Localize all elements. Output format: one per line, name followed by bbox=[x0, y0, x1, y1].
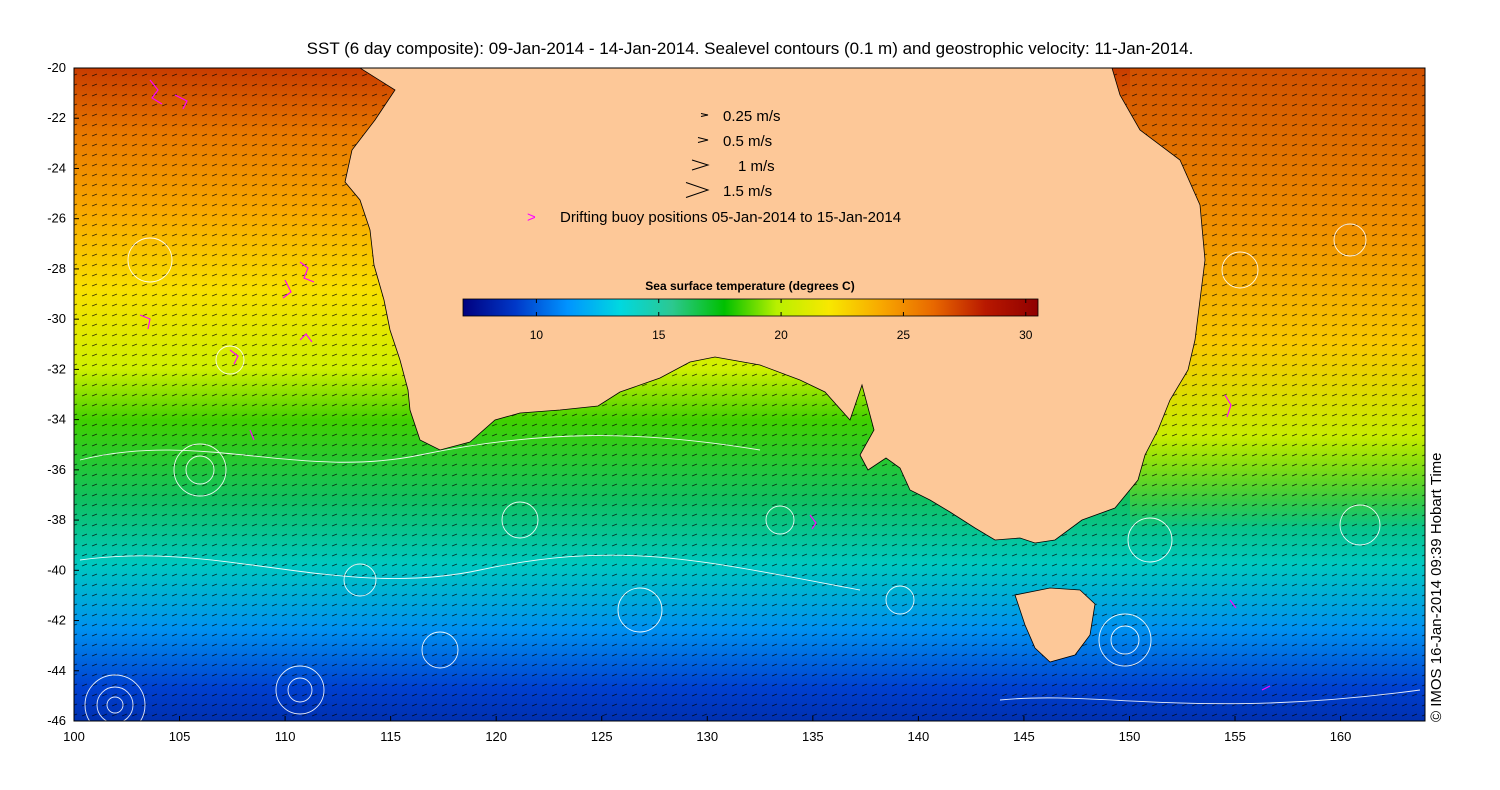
buoy-legend-marker: > bbox=[527, 209, 536, 226]
figure-title: SST (6 day composite): 09-Jan-2014 - 14-… bbox=[307, 39, 1194, 58]
x-axis: 100 105 110 115 120 125 130 135 140 145 150 155 160 bbox=[63, 716, 1351, 744]
y-tick-label: -32 bbox=[47, 361, 66, 376]
x-tick-label: 155 bbox=[1224, 729, 1246, 744]
x-tick-label: 120 bbox=[485, 729, 507, 744]
y-tick-label: -36 bbox=[47, 462, 66, 477]
x-tick-label: 100 bbox=[63, 729, 85, 744]
y-tick-label: -42 bbox=[47, 613, 66, 628]
y-tick-label: -30 bbox=[47, 311, 66, 326]
speed-legend-arrow bbox=[685, 182, 710, 198]
colorbar-ramp bbox=[462, 298, 1039, 317]
y-tick-label: -24 bbox=[47, 160, 66, 175]
x-tick-label: 105 bbox=[169, 729, 191, 744]
y-tick-label: -38 bbox=[47, 512, 66, 527]
speed-legend-label: 1 m/s bbox=[738, 158, 775, 175]
y-tick-label: -22 bbox=[47, 110, 66, 125]
y-tick-label: -34 bbox=[47, 412, 66, 427]
velocity-legend: 0.25 m/s 0.5 m/s 1 m/s 1.5 m/s > Drifting b… bbox=[527, 108, 901, 226]
speed-legend-arrow bbox=[697, 137, 709, 143]
y-tick-label: -20 bbox=[47, 60, 66, 75]
speed-legend-arrow bbox=[700, 113, 709, 117]
sealevel-contours bbox=[79, 223, 1421, 721]
colorbar-tick-label: 20 bbox=[774, 328, 788, 342]
drifting-buoy-tracks bbox=[139, 79, 1271, 691]
x-tick-label: 110 bbox=[275, 729, 296, 744]
speed-legend-arrow bbox=[691, 159, 710, 171]
sst-colorbar: Sea surface temperature (degrees C) 10 15… bbox=[462, 279, 1039, 342]
speed-legend-label: 0.25 m/s bbox=[723, 108, 781, 125]
y-tick-label: -44 bbox=[47, 663, 66, 678]
x-tick-label: 130 bbox=[696, 729, 718, 744]
x-tick-label: 160 bbox=[1330, 729, 1352, 744]
y-tick-label: -46 bbox=[47, 713, 66, 728]
buoy-legend-label: Drifting buoy positions 05-Jan-2014 to 1… bbox=[560, 209, 901, 226]
x-tick-label: 145 bbox=[1013, 729, 1035, 744]
y-tick-label: -26 bbox=[47, 211, 66, 226]
colorbar-tick-label: 15 bbox=[652, 328, 666, 342]
x-tick-label: 125 bbox=[591, 729, 613, 744]
colorbar-tick-label: 25 bbox=[897, 328, 911, 342]
y-axis: -20 -22 -24 -26 -28 -30 -32 -34 -36 -38 -40 -42 -44 -… bbox=[47, 60, 79, 728]
x-tick-label: 115 bbox=[380, 729, 401, 744]
y-tick-label: -40 bbox=[47, 562, 66, 577]
y-tick-label: -28 bbox=[47, 261, 66, 276]
tasmania-landmass bbox=[1014, 587, 1096, 663]
colorbar-tick-label: 10 bbox=[530, 328, 544, 342]
speed-legend-label: 0.5 m/s bbox=[723, 133, 772, 150]
x-tick-label: 135 bbox=[802, 729, 824, 744]
x-tick-label: 150 bbox=[1119, 729, 1141, 744]
x-tick-label: 140 bbox=[908, 729, 930, 744]
speed-legend-label: 1.5 m/s bbox=[723, 183, 772, 200]
colorbar-title: Sea surface temperature (degrees C) bbox=[645, 279, 854, 293]
imos-credit: © IMOS 16-Jan-2014 09:39 Hobart Time bbox=[1428, 452, 1445, 722]
colorbar-tick-label: 30 bbox=[1019, 328, 1033, 342]
plot-frame bbox=[73, 67, 1426, 722]
